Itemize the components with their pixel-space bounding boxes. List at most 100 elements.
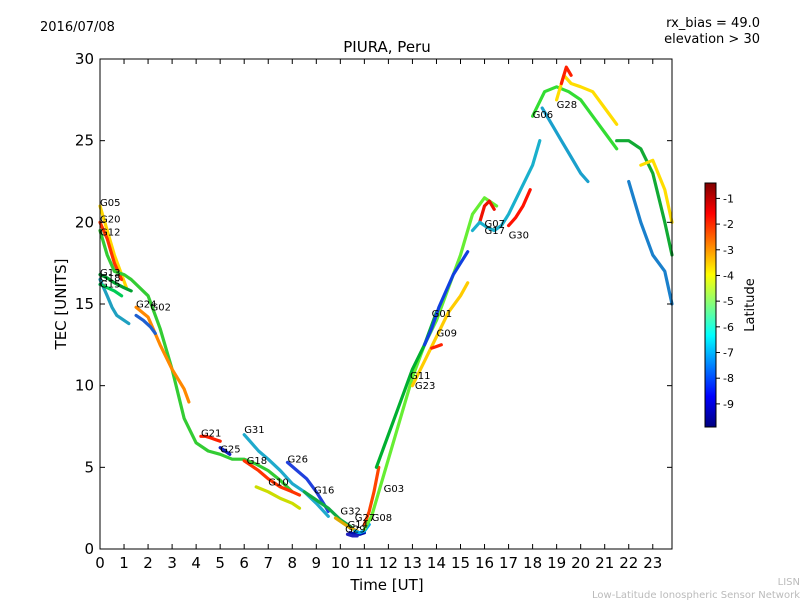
series-g21	[199, 434, 222, 443]
x-tick-label: 16	[475, 554, 494, 572]
colorbar-gradient	[704, 182, 717, 428]
y-tick-label: 30	[75, 50, 94, 68]
plot-frame	[99, 58, 673, 550]
series-g13	[98, 277, 131, 326]
x-axis-label: Time [UT]	[349, 576, 423, 594]
series-g08	[362, 465, 381, 527]
satellite-label: G10	[268, 477, 288, 488]
series-g31	[242, 433, 330, 518]
series-g-late3	[627, 179, 674, 306]
satellite-label: G30	[509, 231, 529, 242]
satellite-label: G14	[348, 520, 368, 531]
y-tick-label: 10	[75, 377, 94, 395]
colorbar-ticks: -1 -2 -3 -4 -5 -6 -7 -8 -9	[716, 192, 734, 411]
colorbar-tick-label: -8	[723, 372, 734, 385]
x-tick-label: 3	[167, 554, 177, 572]
satellite-label: G24	[136, 299, 156, 310]
colorbar-tick-label: -2	[723, 218, 734, 231]
satellite-label: G02	[150, 303, 170, 314]
series-g09	[430, 343, 443, 350]
x-tick-label: 17	[499, 554, 518, 572]
series-g18	[98, 273, 133, 293]
colorbar: -1 -2 -3 -4 -5 -6 -7 -8 -9 Latitude	[704, 182, 758, 428]
date-label: 2016/07/08	[40, 20, 115, 35]
series-g01	[422, 250, 470, 347]
footer-lisn: LISN	[778, 577, 800, 588]
colorbar-tick-label: -5	[723, 295, 734, 308]
satellite-label: G27	[355, 513, 375, 524]
satellite-label: G06	[533, 110, 553, 121]
series-g25	[218, 446, 232, 456]
series-g06b	[540, 106, 590, 184]
x-tick-label: 8	[287, 554, 297, 572]
satellite-label: G18	[100, 273, 120, 284]
plot-area	[98, 65, 674, 538]
x-tick-label: 12	[379, 554, 398, 572]
rx-bias-label: rx_bias = 49.0	[666, 16, 760, 31]
x-tick-label: 10	[331, 554, 350, 572]
series-g06	[530, 85, 619, 151]
colorbar-tick-label: -9	[723, 398, 734, 411]
satellite-label: G26	[287, 454, 307, 465]
y-tick-label: 0	[84, 540, 94, 558]
satellite-label: G03	[384, 484, 404, 495]
elevation-label: elevation > 30	[664, 32, 760, 47]
series-g15	[98, 282, 124, 298]
satellite-labels: G05G20G12G13G18G15G24G02G21G25G31G18G10G…	[100, 100, 577, 536]
footer-network: Low-Latitude Ionospheric Sensor Network	[592, 590, 800, 600]
satellite-label: G11	[410, 371, 430, 382]
axis-ticks: 0 1 2 3 4 5 6 7 8 9 10 11 12 13 14 15 16 17 18 19 20 21 22 2305…	[75, 50, 672, 572]
x-tick-label: 4	[191, 554, 201, 572]
x-tick-label: 5	[215, 554, 225, 572]
x-tick-label: 7	[263, 554, 273, 572]
x-tick-label: 1	[119, 554, 129, 572]
series-g29	[345, 532, 359, 538]
x-tick-label: 19	[547, 554, 566, 572]
y-tick-label: 5	[84, 458, 94, 476]
satellite-label: G17	[485, 226, 505, 237]
series-g23	[410, 281, 470, 388]
satellite-label: G13	[100, 268, 120, 279]
x-tick-label: 18	[523, 554, 542, 572]
series-g03	[362, 196, 499, 532]
satellite-label: G31	[244, 425, 264, 436]
colorbar-tick-label: -4	[723, 269, 734, 282]
satellite-label: G25	[220, 445, 240, 456]
series-g17	[470, 139, 542, 233]
series-g12	[98, 228, 294, 494]
colorbar-tick-label: -7	[723, 347, 734, 360]
y-tick-label: 20	[75, 213, 94, 231]
satellite-label: G21	[201, 428, 221, 439]
satellite-label: G15	[100, 280, 120, 291]
series-g07	[478, 199, 496, 224]
y-tick-label: 25	[75, 132, 94, 150]
satellite-label: G05	[100, 198, 120, 209]
x-tick-label: 21	[595, 554, 614, 572]
satellite-label: G20	[100, 214, 120, 225]
satellite-label: G32	[340, 507, 360, 518]
x-tick-label: 14	[427, 554, 446, 572]
x-tick-label: 23	[643, 554, 662, 572]
x-tick-label: 15	[451, 554, 470, 572]
satellite-label: G01	[432, 309, 452, 320]
x-tick-label: 6	[239, 554, 249, 572]
colorbar-label: Latitude	[743, 278, 758, 332]
series-g18	[242, 459, 302, 497]
satellite-label: G23	[415, 381, 435, 392]
series-g32	[333, 516, 359, 533]
series-g-late2	[639, 158, 674, 224]
series-g28b	[559, 65, 573, 86]
x-tick-label: 2	[143, 554, 153, 572]
satellite-label: G08	[372, 513, 392, 524]
x-tick-label: 11	[355, 554, 374, 572]
x-tick-label: 13	[403, 554, 422, 572]
series-g24	[134, 305, 191, 404]
series-g30	[507, 188, 532, 228]
satellite-label: G09	[436, 329, 456, 340]
satellite-label: G18	[247, 456, 267, 467]
y-axis-label: TEC [UNITS]	[52, 259, 70, 351]
chart-title: PIURA, Peru	[343, 38, 430, 56]
colorbar-tick-label: -3	[723, 244, 734, 257]
